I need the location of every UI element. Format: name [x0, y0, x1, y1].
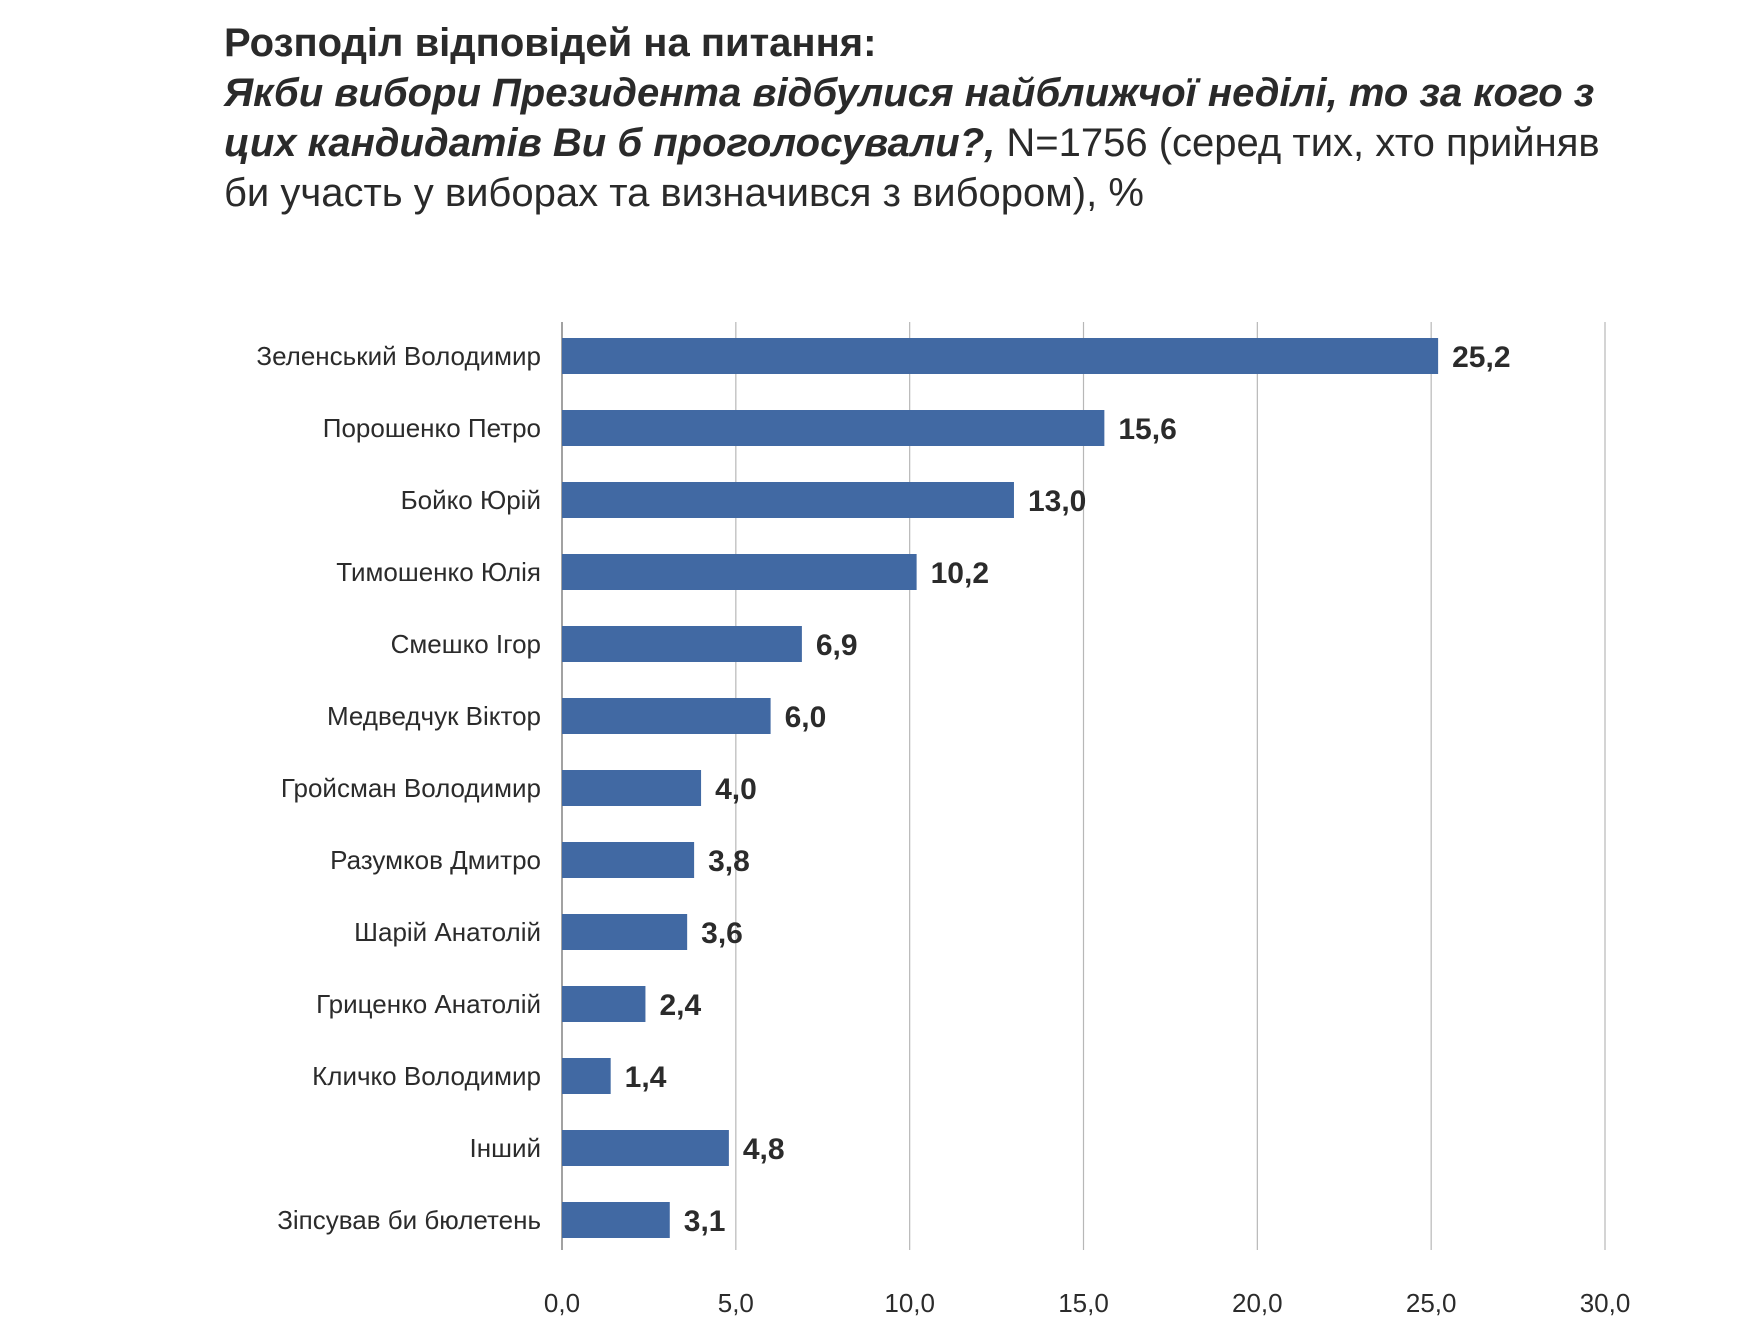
x-tick-label: 15,0 — [1058, 1288, 1109, 1318]
x-tick-label: 30,0 — [1580, 1288, 1631, 1318]
labels: 0,0 5,0 10,0 15,0 20,0 25,0 30,0 Зеленський Вол… — [256, 341, 1630, 1318]
data-label: 1,4 — [625, 1061, 667, 1094]
bar — [562, 1202, 670, 1238]
bars — [562, 338, 1439, 1238]
bar — [562, 698, 771, 734]
category-label: Тимошенко Юлія — [336, 557, 541, 587]
chart-question-line: Якби вибори Президента відбулися найближ… — [224, 68, 1644, 218]
category-label: Смешко Ігор — [391, 629, 541, 659]
category-label: Шарій Анатолій — [354, 917, 541, 947]
bar — [562, 338, 1439, 374]
data-label: 4,8 — [743, 1133, 785, 1166]
category-label: Зіпсував би бюлетень — [277, 1205, 541, 1235]
category-label: Порошенко Петро — [323, 413, 541, 443]
data-label: 4,0 — [715, 773, 757, 806]
data-label: 6,9 — [816, 629, 858, 662]
data-label: 2,4 — [659, 989, 701, 1022]
chart-question: Якби вибори Президента відбулися найближ… — [224, 71, 1595, 165]
category-label: Медведчук Віктор — [327, 701, 541, 731]
category-label: Бойко Юрій — [401, 485, 541, 515]
data-label: 3,6 — [701, 917, 743, 950]
data-label: 10,2 — [931, 557, 989, 590]
category-label: Зеленський Володимир — [256, 341, 541, 371]
data-label: 3,1 — [684, 1205, 726, 1238]
category-label: Кличко Володимир — [312, 1061, 541, 1091]
x-tick-label: 0,0 — [544, 1288, 580, 1318]
bar — [562, 482, 1014, 518]
data-label: 6,0 — [785, 701, 827, 734]
x-tick-label: 5,0 — [718, 1288, 754, 1318]
data-label: 15,6 — [1118, 413, 1176, 446]
bar — [562, 1058, 611, 1094]
bar — [562, 1130, 729, 1166]
chart-title: Розподіл відповідей на питання: — [224, 21, 877, 65]
data-label: 3,8 — [708, 845, 750, 878]
category-label: Разумков Дмитро — [330, 845, 541, 875]
bar — [562, 554, 917, 590]
x-tick-label: 20,0 — [1232, 1288, 1283, 1318]
category-label: Інший — [470, 1133, 542, 1163]
bar — [562, 626, 802, 662]
x-tick-label: 25,0 — [1406, 1288, 1457, 1318]
x-tick-label: 10,0 — [884, 1288, 935, 1318]
chart-subtitle: N=1756 (серед тих, хто прийняв би участь… — [224, 121, 1600, 215]
category-label: Гройсман Володимир — [281, 773, 541, 803]
data-label: 13,0 — [1028, 485, 1086, 518]
chart-title-block: Розподіл відповідей на питання: Якби виб… — [224, 18, 1644, 218]
bar — [562, 770, 702, 806]
bar — [562, 842, 695, 878]
data-label: 25,2 — [1452, 341, 1510, 374]
bar — [562, 914, 688, 950]
bar — [562, 410, 1105, 446]
category-label: Гриценко Анатолій — [316, 989, 541, 1019]
bar — [562, 986, 646, 1022]
